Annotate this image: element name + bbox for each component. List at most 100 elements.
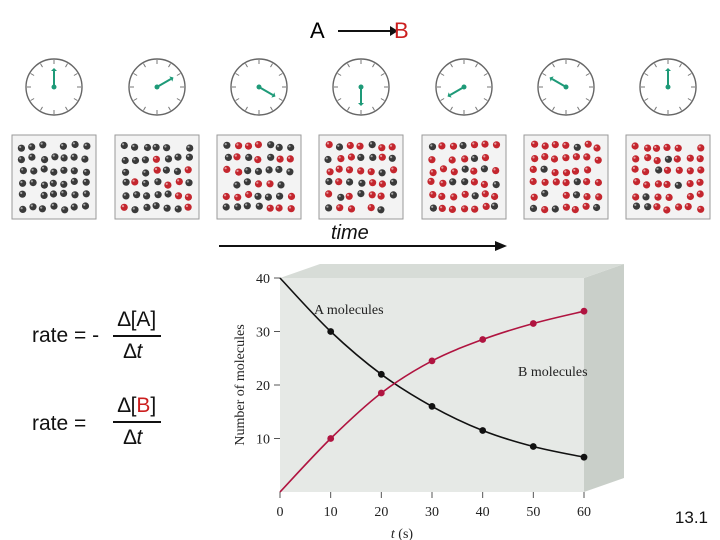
molecule-a [17,156,25,164]
molecule-b [448,205,456,213]
molecule-a [40,165,48,173]
molecule-b [152,155,160,163]
molecule-a [264,193,272,201]
molecule-a [120,141,128,150]
molecule-b [223,165,231,173]
molecule-b [684,203,692,211]
molecule-b [541,178,549,186]
molecule-b [235,168,243,176]
molecule-b [266,180,274,188]
molecule-b [584,140,592,148]
molecule-a [19,167,27,175]
molecule-b [461,155,469,163]
molecule-a [185,179,193,187]
molecule-b [631,142,639,150]
molecule-a [50,168,58,176]
molecule-b [347,205,356,213]
molecule-a [277,181,285,189]
molecule-a [529,204,538,212]
molecule-a [142,169,150,177]
molecule-a [70,167,78,175]
molecule-a [131,156,140,165]
molecule-a [60,166,68,174]
molecule-b [686,180,694,188]
molecule-a [449,178,457,186]
panel-side [584,264,624,492]
molecule-a [377,206,385,214]
molecule-b [562,169,571,177]
molecule-a [152,143,160,151]
molecule-b [388,143,396,151]
molecule-a [143,203,151,211]
x-tick-label: 10 [324,505,338,520]
molecule-b [653,203,661,211]
rate-denominator: ∆t [123,426,143,449]
molecule-b [438,192,446,200]
molecule-a [30,167,38,175]
molecule-b [429,169,437,177]
y-tick-label: 10 [256,433,270,448]
clock-hand [551,78,567,88]
molecule-b [153,166,161,174]
x-tick-label: 0 [277,505,284,520]
molecule-a [324,155,332,164]
slide-number: 13.1 [674,508,708,527]
molecule-b [644,154,652,162]
molecule-a [185,153,193,161]
molecule-b [439,179,447,187]
molecule-b [697,144,705,152]
molecule-a [49,179,57,187]
molecule-b [562,154,570,162]
molecule-a [223,141,231,149]
molecule-b [481,140,489,148]
series-a-point [327,328,335,335]
molecule-b [595,193,603,201]
molecule-b [244,142,253,150]
molecule-a [49,190,58,198]
molecule-b [390,166,398,174]
x-tick-label: 60 [577,505,591,520]
molecule-b [471,205,479,213]
molecule-a [243,202,251,210]
molecule-b [594,178,603,187]
molecule-a [276,192,284,200]
clock-icon [435,58,493,116]
clock-hand [449,86,465,96]
time-arrow-icon [219,241,507,251]
x-tick-label: 50 [526,505,540,520]
molecule-a [162,166,170,174]
product-label: B [394,18,409,43]
molecule-b [593,144,601,152]
molecule-b [492,141,501,149]
molecule-a [60,180,68,188]
molecule-a [131,143,139,151]
molecule-a [243,178,251,186]
molecule-b [428,156,436,164]
molecule-b [175,178,183,186]
molecule-b [696,190,704,198]
molecule-a [70,203,78,211]
molecule-b [450,168,458,176]
molecule-a [245,153,253,161]
molecule-a [141,179,150,187]
molecule-a [540,165,548,173]
molecule-b [531,140,539,148]
molecule-a [163,204,171,212]
time-arrow: time [215,222,515,254]
series-b-point [529,320,537,327]
molecule-b [335,178,343,186]
molecule-b [235,142,243,150]
x-tick-label: 20 [374,505,388,520]
molecule-b [326,168,334,176]
molecule-a [470,154,479,162]
series-b-label: B molecules [518,365,588,380]
molecule-b [337,155,345,163]
reactant-label: A [310,18,325,43]
molecule-a [131,206,139,214]
series-b-point [428,357,436,365]
molecule-b [562,203,571,211]
molecule-b [551,141,559,149]
series-b-point [327,435,335,442]
molecule-a [428,143,437,151]
molecule-b [378,180,386,188]
